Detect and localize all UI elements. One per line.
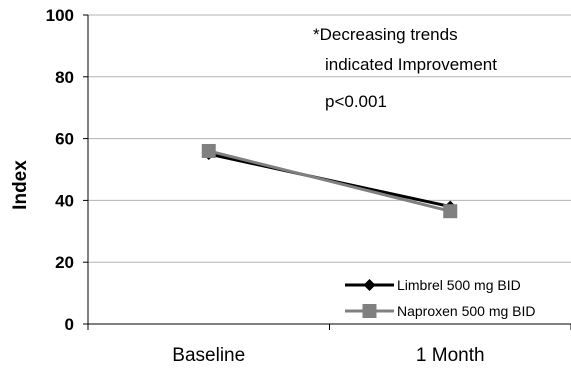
- y-tick-label: 60: [55, 130, 74, 149]
- legend-label-0: Limbrel 500 mg BID: [397, 277, 521, 293]
- gridlines: [88, 14, 571, 263]
- legend-marker-1: [362, 304, 377, 318]
- axes: [83, 14, 571, 330]
- x-category-labels: Baseline 1 Month: [172, 345, 484, 366]
- y-tick-label: 20: [55, 253, 74, 272]
- annotation-line-2: indicated Improvement: [325, 55, 497, 74]
- legend-label-1: Naproxen 500 mg BID: [397, 303, 536, 319]
- legend: Limbrel 500 mg BID Naproxen 500 mg BID: [345, 277, 536, 319]
- series-1-point: [201, 143, 216, 158]
- series-line-1: [208, 149, 451, 213]
- legend-marker-0: [363, 279, 376, 291]
- series-group: [201, 143, 458, 219]
- y-tick-label: 40: [55, 191, 74, 210]
- x-category-label: 1 Month: [416, 345, 485, 366]
- y-tick-label: 0: [65, 315, 74, 334]
- y-tick-labels: 0 20 40 60 80 100: [46, 6, 74, 334]
- y-axis-label: Index: [10, 160, 31, 210]
- series-1-point: [443, 204, 458, 219]
- x-category-label: Baseline: [172, 345, 245, 366]
- annotation-pvalue: p<0.001: [325, 92, 387, 111]
- annotation-line-1: *Decreasing trends: [313, 25, 458, 44]
- y-tick-label: 80: [55, 68, 74, 87]
- y-tick-label: 100: [46, 6, 74, 25]
